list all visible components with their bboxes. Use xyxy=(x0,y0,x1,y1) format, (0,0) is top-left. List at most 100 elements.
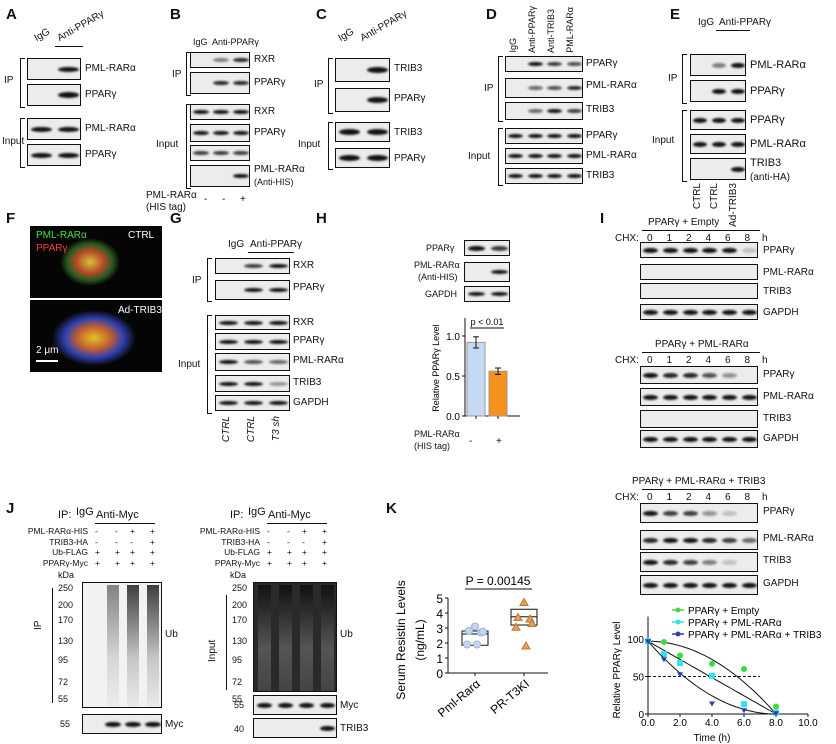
band xyxy=(566,154,582,158)
condition-label: PPARγ-Myc xyxy=(214,557,260,568)
ip-label: IP xyxy=(172,69,182,80)
band xyxy=(213,151,229,155)
blot-I xyxy=(640,530,758,550)
blot-C xyxy=(335,88,390,112)
time-label: 1 xyxy=(666,355,673,366)
legend-label: PPARγ + PML-RARα + TRIB3 xyxy=(688,630,822,641)
input-label: Input xyxy=(2,136,25,147)
panel-letter-C: C xyxy=(316,6,327,23)
blot-I xyxy=(640,388,758,406)
band xyxy=(467,292,486,296)
blot-E xyxy=(690,158,746,180)
blot-B xyxy=(190,145,250,161)
blot-G xyxy=(215,333,290,350)
row-label: TRIB3 xyxy=(763,286,792,297)
band xyxy=(244,381,263,386)
bracket xyxy=(186,104,191,189)
condition-sign: - xyxy=(130,536,133,547)
band xyxy=(508,154,524,158)
band xyxy=(663,436,678,442)
band xyxy=(213,58,229,62)
band xyxy=(730,141,745,147)
band xyxy=(741,582,757,588)
time-unit: h xyxy=(762,492,768,503)
y-tick-label: 2 xyxy=(436,637,443,651)
ip-label: IP xyxy=(4,75,14,86)
time-label: 2 xyxy=(686,233,692,244)
smear-lane xyxy=(147,585,159,707)
condition-label: PML-RARα-HIS xyxy=(27,526,88,536)
bracket xyxy=(328,122,333,170)
band xyxy=(233,174,249,178)
condition-sign: + xyxy=(95,557,100,568)
y-axis-label: Serum Resistin Levels xyxy=(394,580,408,699)
condition-label: CTRL xyxy=(128,230,155,241)
marker-label: 55 xyxy=(60,719,71,729)
band xyxy=(31,152,52,158)
band xyxy=(702,394,718,400)
band xyxy=(490,245,509,251)
condition-sign: - xyxy=(115,536,118,547)
condition-sign: + xyxy=(302,557,307,568)
ip-side-line xyxy=(52,588,53,703)
marker-label: 40 xyxy=(234,724,245,734)
blot-H xyxy=(464,286,510,302)
blot-C xyxy=(335,148,390,168)
band xyxy=(269,339,288,344)
condition-sign: + xyxy=(150,547,155,557)
condition-sign: - xyxy=(267,526,270,536)
scale-bar xyxy=(36,360,58,362)
band xyxy=(643,559,659,565)
time-label: 0 xyxy=(647,355,653,366)
ip-label: IP xyxy=(192,275,202,286)
xlabel: PML-RARα xyxy=(414,429,460,439)
condition-sign: + xyxy=(115,547,120,557)
y-tick-label: 5 xyxy=(436,592,443,606)
band xyxy=(643,247,659,253)
band xyxy=(702,537,718,543)
time-label: 8 xyxy=(744,355,751,366)
panel-letter-J: J xyxy=(6,500,15,517)
data-point xyxy=(773,711,779,717)
ip-label: IP: xyxy=(58,509,72,521)
band xyxy=(663,394,678,400)
lane-label: Anti-PPARγ xyxy=(358,8,410,44)
input-label: Input xyxy=(207,639,218,662)
input-label: Input xyxy=(468,151,491,162)
input-label: Input xyxy=(652,135,675,146)
condition-sign: + xyxy=(322,547,327,557)
data-point xyxy=(645,638,651,645)
band xyxy=(711,141,727,147)
marker-label: 170 xyxy=(58,615,74,625)
row-label: TRIB3 xyxy=(586,104,615,115)
condition-sign: - xyxy=(287,536,290,547)
condition-label: Ad-TRIB3 xyxy=(118,305,162,316)
row-label: PPARγ xyxy=(763,369,795,380)
band xyxy=(643,309,659,315)
band xyxy=(244,401,263,405)
y-tick-label: 1 xyxy=(436,652,443,666)
box xyxy=(510,608,538,626)
band xyxy=(319,702,336,708)
band xyxy=(711,117,727,123)
ip-label: IP: xyxy=(230,509,244,521)
trib3-label: TRIB3 xyxy=(340,723,369,734)
row-label: GAPDH xyxy=(763,578,799,589)
row-label: PML-RARα xyxy=(750,59,806,71)
ub-label: Ub xyxy=(165,629,178,640)
band xyxy=(244,288,263,292)
time-label: 0 xyxy=(647,492,653,503)
condition-sign: + xyxy=(267,557,272,568)
smear-lane xyxy=(300,585,313,691)
row-label: PPARγ xyxy=(750,85,785,97)
band xyxy=(233,58,249,62)
blot-E xyxy=(690,134,746,154)
band xyxy=(722,372,737,378)
blot-I xyxy=(640,242,758,258)
data-point xyxy=(473,640,481,649)
band xyxy=(730,62,745,68)
input-myc-blot xyxy=(253,695,337,715)
data-point xyxy=(477,628,485,637)
band xyxy=(741,247,757,253)
band xyxy=(682,309,698,315)
